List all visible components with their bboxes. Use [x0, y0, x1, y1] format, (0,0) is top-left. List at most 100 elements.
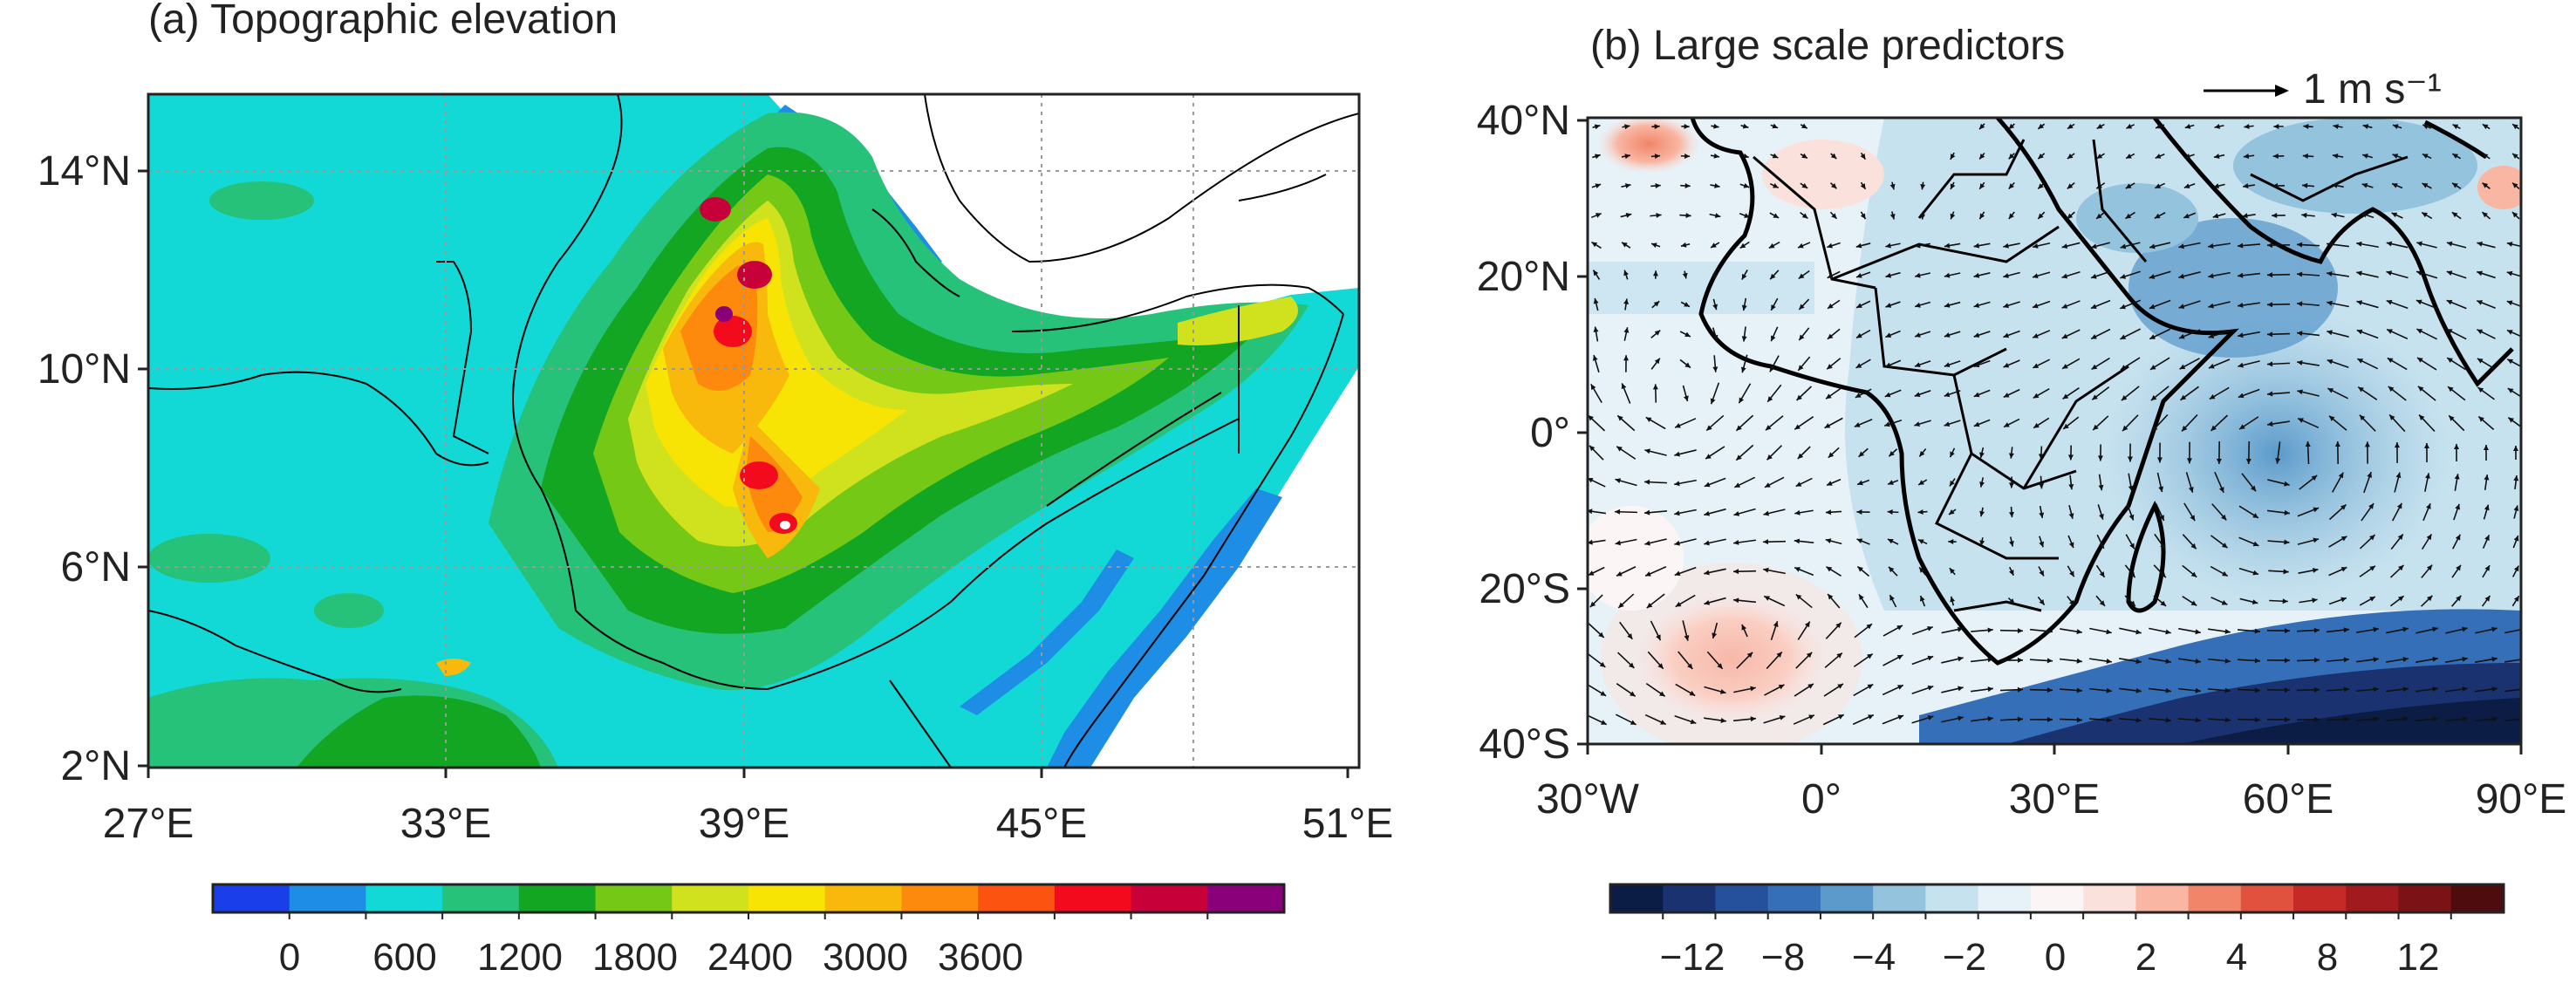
wind-vector-head [1958, 686, 1964, 692]
wind-vector-head [2491, 626, 2497, 632]
wind-vector-head [1719, 688, 1726, 694]
wind-vector-head [2008, 183, 2014, 189]
wind-vector-head [2033, 243, 2039, 249]
wind-vector-head [2447, 358, 2453, 363]
wind-vector-head [2386, 270, 2393, 277]
wind-vector-head [1897, 714, 1904, 720]
wind-vector-head [2327, 388, 2334, 393]
wind-vector-head [2076, 658, 2082, 664]
wind-vector-head [1630, 691, 1636, 697]
wind-vector-head [1836, 652, 1842, 659]
wind-vector-head [2297, 271, 2303, 277]
wind-vector-head [1622, 242, 1628, 248]
wind-vector-head [2063, 423, 2069, 429]
wind-vector-head [1838, 714, 1844, 720]
wind-vector-head [2106, 659, 2112, 664]
colorbar-b-swatch [2188, 884, 2242, 912]
wind-vector-head [2179, 364, 2186, 370]
x-tick-b-1: 0° [1801, 776, 1841, 823]
wind-vector-head [1713, 153, 1719, 159]
wind-vector-head [1979, 183, 1985, 189]
colorbar-b-swatch [1820, 884, 1874, 912]
wind-vector-head [1794, 509, 1800, 515]
wind-vector-head [1712, 366, 1718, 372]
wind-vector-head [1801, 213, 1808, 219]
wind-vector-head [2038, 454, 2044, 460]
wind-vector-head [2195, 658, 2201, 664]
wind-vector-head [1888, 566, 1895, 573]
cbar-b-label-1: −8 [1761, 936, 1805, 979]
wind-vector-head [2239, 424, 2245, 430]
wind-vector-head [1595, 154, 1601, 160]
wind-vector-head [2091, 273, 2097, 279]
wind-vector-head [2003, 242, 2009, 249]
cbar-b-label-4: 0 [2045, 936, 2066, 979]
wind-vector-head [2402, 656, 2409, 662]
colorbar-b-swatch [1925, 884, 1979, 912]
wind-vector-head [1979, 481, 1985, 488]
wind-vector-head [2462, 686, 2468, 693]
colorbar-a-swatch [978, 884, 1056, 912]
wind-vector-head [1654, 330, 1661, 336]
wind-vector-head [1827, 333, 1834, 339]
wind-vector-head [2513, 475, 2519, 481]
wind-vector-head [1885, 303, 1892, 308]
wind-vector-head [2284, 481, 2290, 487]
wind-vector-head [2184, 123, 2191, 129]
wind-vector-head [2482, 182, 2489, 188]
wind-vector-head [1801, 182, 1808, 188]
wind-vector-head [2195, 629, 2201, 635]
wind-vector-head [2373, 686, 2379, 693]
wind-vector-head [1973, 421, 1980, 427]
wind-vector-head [1806, 652, 1813, 659]
wind-vector-head [1645, 571, 1651, 577]
wind-vector-head [1958, 715, 1964, 721]
wind-vector-head [2506, 300, 2513, 306]
colorbar-a-swatch [824, 884, 902, 912]
wind-vector-head [2099, 514, 2104, 520]
wind-vector-head [1915, 332, 1921, 338]
wind-vector-head [2008, 213, 2014, 220]
colorbar-a-swatch [672, 884, 749, 912]
y-tick-b-4: 40°S [1479, 721, 1570, 768]
wind-vector-head [1808, 714, 1814, 720]
wind-vector-head [1687, 663, 1693, 670]
wind-vector-head [2125, 213, 2132, 219]
wind-vector-head [1674, 481, 1680, 487]
wind-vector-head [2183, 213, 2190, 219]
wind-vector-head [2332, 182, 2338, 188]
y-tick-a-2: 6°N [60, 544, 131, 591]
wind-vector-head [2238, 362, 2244, 368]
wind-vector-head [1888, 480, 1894, 485]
wind-vector-head [2313, 686, 2320, 693]
wind-vector-head [1860, 153, 1866, 160]
wind-vector-head [2208, 243, 2214, 249]
wind-vector-head [2477, 270, 2483, 277]
wind-vector-head [1742, 123, 1749, 129]
cbar-a-label-3: 1800 [592, 936, 678, 979]
colorbar-b [1609, 883, 2505, 919]
wind-vector-head [1779, 715, 1786, 720]
wind-vector-head [1885, 332, 1892, 338]
wind-vector-head [1763, 567, 1769, 573]
wind-vector-head [2195, 687, 2201, 693]
wind-vector-head [2106, 629, 2112, 635]
wind-vector-head [1766, 454, 1773, 461]
wind-vector-head [1804, 621, 1810, 628]
wind-vector-head [1595, 213, 1602, 218]
wind-vector-head [1914, 392, 1921, 398]
cbar-a-label-1: 600 [372, 936, 436, 979]
cbar-b-label-8: 12 [2397, 936, 2440, 979]
wind-vector-head [2506, 330, 2513, 335]
wind-vector-head [1623, 355, 1630, 361]
wind-vector-head [1714, 182, 1720, 188]
wind-vector-head [2046, 628, 2053, 634]
wind-vector-head [2388, 386, 2395, 393]
wind-vector-head [1674, 510, 1680, 516]
wind-vector-head [2343, 716, 2349, 722]
wind-vector-head [1885, 272, 1892, 278]
wind-vector-head [2149, 243, 2156, 249]
wind-vector-head [2477, 358, 2484, 364]
wind-vector-head [2367, 472, 2372, 478]
wind-vector-head [1973, 242, 1980, 249]
